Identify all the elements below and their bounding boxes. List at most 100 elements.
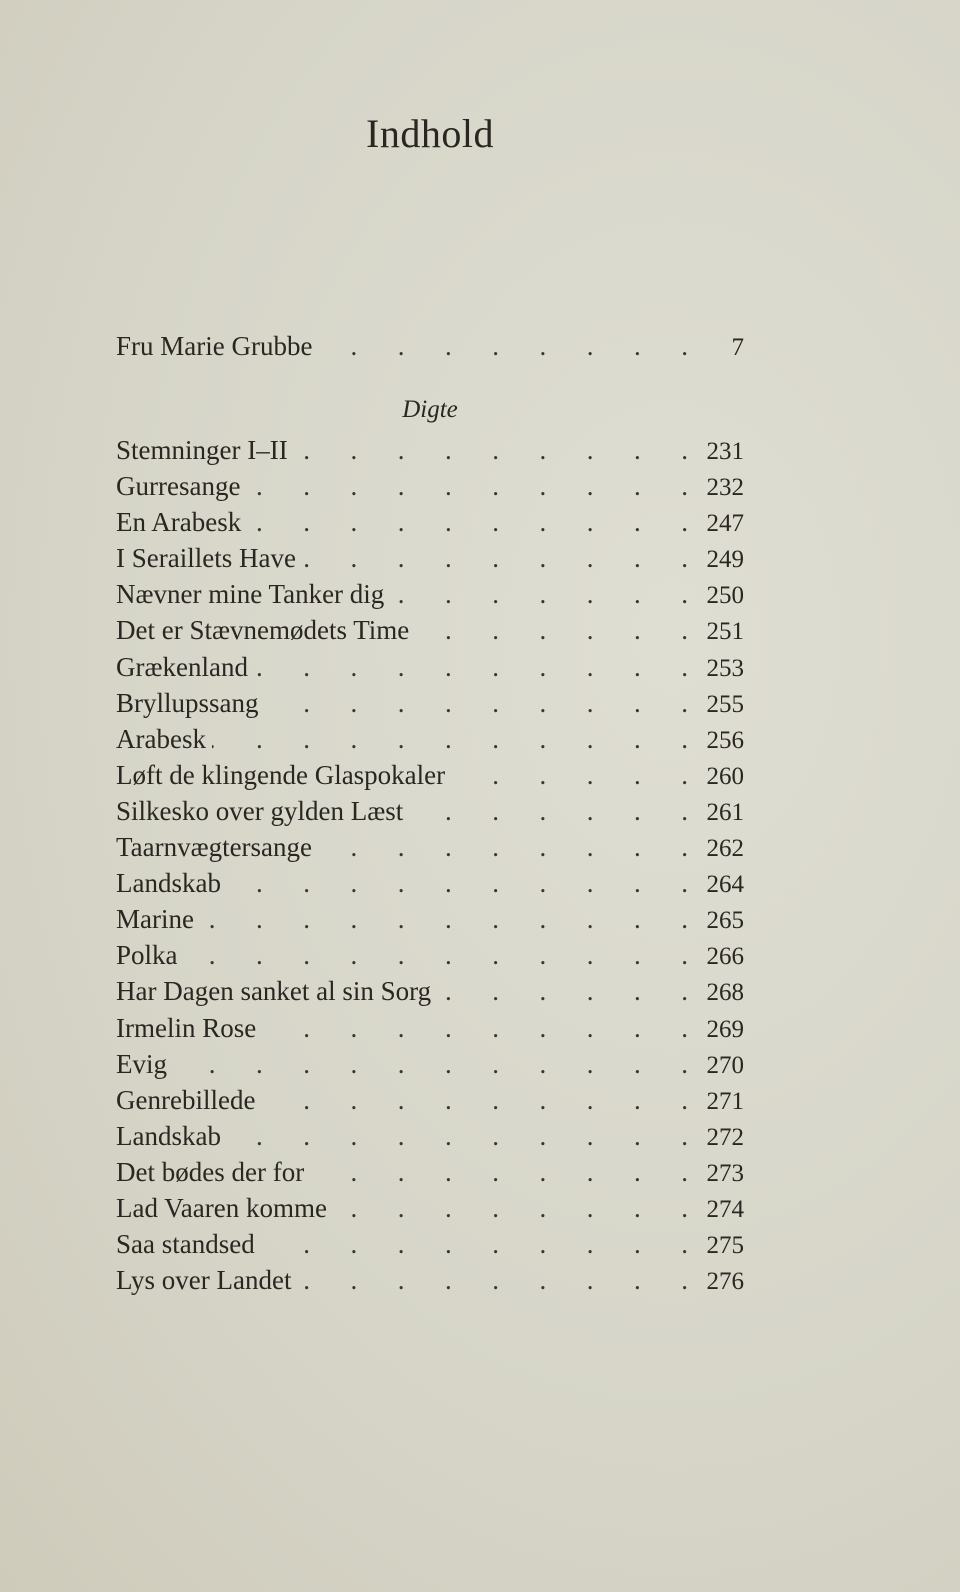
entry-page-number: 256 (706, 726, 745, 754)
entry-page-number: 253 (706, 654, 745, 682)
toc-entry: Landskab . . . . . . . . . . . . . . . .… (116, 865, 744, 901)
entry-page-number: 255 (706, 690, 745, 718)
toc-entry: Lys over Landet . . . . . . . . . . . . … (116, 1262, 744, 1298)
entry-title: Arabesk (116, 723, 206, 754)
entry-page-number: 251 (706, 618, 745, 646)
entry-title: Lad Vaaren komme (116, 1192, 327, 1223)
dot-leader: . . . . . . . . . . . . . . . . . . . (261, 1229, 688, 1260)
entry-page-number: 271 (706, 1087, 745, 1115)
entry-title: Det er Stævnemødets Time (116, 615, 410, 646)
dot-leader: . . . . . . . . . . . . . . . . . . . (254, 651, 688, 682)
dot-leader: . . . . . . . . . . . . . . . . . . . (261, 1084, 688, 1115)
dot-leader: . . . . . . . . . . . . . . . . . . . (227, 868, 688, 899)
toc-entry: Taarnvægtersange . . . . . . . . . . . .… (116, 829, 744, 865)
entry-page-number: 249 (706, 546, 745, 574)
dot-leader: . . . . . . . . . . . . . . . . . . . (247, 507, 688, 538)
entry-title: Lys over Landet (116, 1265, 292, 1296)
dot-leader: . . . . . . . . . . . . . . . . . . . (265, 687, 688, 718)
dot-leader: . . . . . . . . . . . . . . . . . . . (409, 795, 688, 826)
entry-title: Det bødes der for (116, 1156, 305, 1187)
dot-leader: . . . . . . . . . . . . . . . . . . . (415, 615, 688, 646)
entry-title: Landskab (116, 1120, 221, 1151)
toc-entry: Stemninger I–II . . . . . . . . . . . . … (116, 432, 744, 468)
toc-entry: Landskab . . . . . . . . . . . . . . . .… (116, 1118, 744, 1154)
dot-leader: . . . . . . . . . . . . . . . . . . . (184, 940, 688, 971)
toc-entry: Bryllupssang . . . . . . . . . . . . . .… (116, 685, 744, 721)
entry-title: Nævner mine Tanker dig (116, 579, 385, 610)
entry-page-number: 232 (706, 474, 745, 502)
toc-entry: Marine . . . . . . . . . . . . . . . . .… (116, 901, 744, 937)
section-heading: Digte (402, 396, 458, 423)
toc-entry: Polka . . . . . . . . . . . . . . . . . … (116, 937, 744, 973)
entry-page-number: 270 (706, 1051, 745, 1079)
dot-leader: . . . . . . . . . . . . . . . . . . . (262, 1012, 688, 1043)
entry-page-number: 266 (706, 943, 745, 971)
entry-page-number: 231 (706, 438, 745, 465)
dot-leader: . . . . . . . . . . . . . . . . . . . (437, 976, 688, 1007)
entry-title: I Seraillets Have (116, 543, 296, 574)
entry-page-number: 274 (706, 1195, 745, 1223)
toc-entry: Løft de klingende Glaspokaler . . . . . … (116, 757, 744, 793)
toc-entry: I Seraillets Have . . . . . . . . . . . … (116, 540, 744, 576)
toc-poems-list: Stemninger I–II . . . . . . . . . . . . … (116, 432, 744, 1298)
toc-entry: Arabesk . . . . . . . . . . . . . . . . … (116, 721, 744, 757)
dot-leader: . . . . . . . . . . . . . . . . . . . (227, 1120, 688, 1151)
toc-entry: Grækenland . . . . . . . . . . . . . . .… (116, 649, 744, 685)
entry-page-number: 250 (706, 582, 745, 610)
entry-title: Bryllupssang (116, 687, 259, 718)
entry-title: Silkesko over gylden Læst (116, 795, 404, 826)
toc-entry: Nævner mine Tanker dig . . . . . . . . .… (116, 576, 744, 612)
toc-entry: Evig . . . . . . . . . . . . . . . . . .… (116, 1046, 744, 1082)
entry-title: Irmelin Rose (116, 1012, 257, 1043)
dot-leader: . . . . . . . . . . . . . . . . . . . (200, 904, 688, 935)
page-title: Indhold (366, 111, 494, 156)
toc-entry: Irmelin Rose . . . . . . . . . . . . . .… (116, 1010, 744, 1046)
toc-entry: Silkesko over gylden Læst . . . . . . . … (116, 793, 744, 829)
entry-page-number: 269 (706, 1015, 745, 1043)
toc-entry: Det bødes der for . . . . . . . . . . . … (116, 1154, 744, 1190)
dot-leader: . . . . . . . . . . . . . . . . . . . (302, 543, 688, 574)
entry-page-number: 247 (706, 510, 745, 538)
entry-title: Saa standsed (116, 1229, 255, 1260)
entry-title: Marine (116, 904, 194, 935)
entry-title: Taarnvægtersange (116, 832, 313, 863)
toc-entry: Genrebillede . . . . . . . . . . . . . .… (116, 1082, 744, 1118)
entry-page-number: 275 (706, 1232, 745, 1260)
dot-leader: . . . . . . . . . . . . . . . . . . . (390, 579, 688, 610)
toc-entry: Det er Stævnemødets Time . . . . . . . .… (116, 612, 744, 648)
dot-leader: . . . . . . . . . . . . . . . . . . . (212, 723, 688, 754)
entry-page-number: 7 (731, 334, 745, 361)
entry-title: Har Dagen sanket al sin Sorg (116, 976, 432, 1007)
dot-leader: . . . . . . . . . . . . . . . . . . . (333, 1192, 688, 1223)
dot-leader: . . . . . . . . . . . . . . . . . . . (451, 759, 688, 790)
entry-page-number: 276 (706, 1268, 745, 1296)
entry-title: Gurresange (116, 471, 241, 502)
toc-entry: Gurresange . . . . . . . . . . . . . . .… (116, 468, 744, 504)
entry-title: Grækenland (116, 651, 248, 682)
toc-entry: Fru Marie Grubbe . . . . . . . . . . . .… (116, 328, 744, 368)
toc-entry: Lad Vaaren komme . . . . . . . . . . . .… (116, 1190, 744, 1226)
entry-title: Evig (116, 1048, 167, 1079)
dot-leader: . . . . . . . . . . . . . . . . . . . (246, 471, 688, 502)
dot-leader: . . . . . . . . . . . . . . . . . . . (310, 1156, 688, 1187)
toc-entry: Saa standsed . . . . . . . . . . . . . .… (116, 1226, 744, 1262)
entry-title: Genrebillede (116, 1084, 256, 1115)
entry-title: Løft de klingende Glaspokaler (116, 759, 446, 790)
entry-page-number: 265 (706, 907, 745, 935)
entry-page-number: 261 (706, 798, 745, 826)
toc-entry: En Arabesk . . . . . . . . . . . . . . .… (116, 504, 744, 540)
dot-leader: . . . . . . . . . . . . . . . . . . . (173, 1048, 688, 1079)
entry-title: En Arabesk (116, 507, 242, 538)
toc-main-list: Fru Marie Grubbe . . . . . . . . . . . .… (116, 328, 744, 368)
entry-page-number: 273 (706, 1159, 745, 1187)
entry-page-number: 262 (706, 835, 745, 863)
entry-page-number: 268 (706, 979, 745, 1007)
entry-title: Stemninger I–II (116, 435, 288, 465)
entry-title: Fru Marie Grubbe (116, 331, 313, 361)
entry-page-number: 272 (706, 1123, 745, 1151)
entry-title: Landskab (116, 868, 221, 899)
entry-page-number: 260 (706, 762, 745, 790)
dot-leader: . . . . . . . . . . . . . . . . . . . (318, 331, 688, 361)
dot-leader: . . . . . . . . . . . . . . . . . . . (318, 832, 688, 863)
entry-page-number: 264 (706, 871, 745, 899)
